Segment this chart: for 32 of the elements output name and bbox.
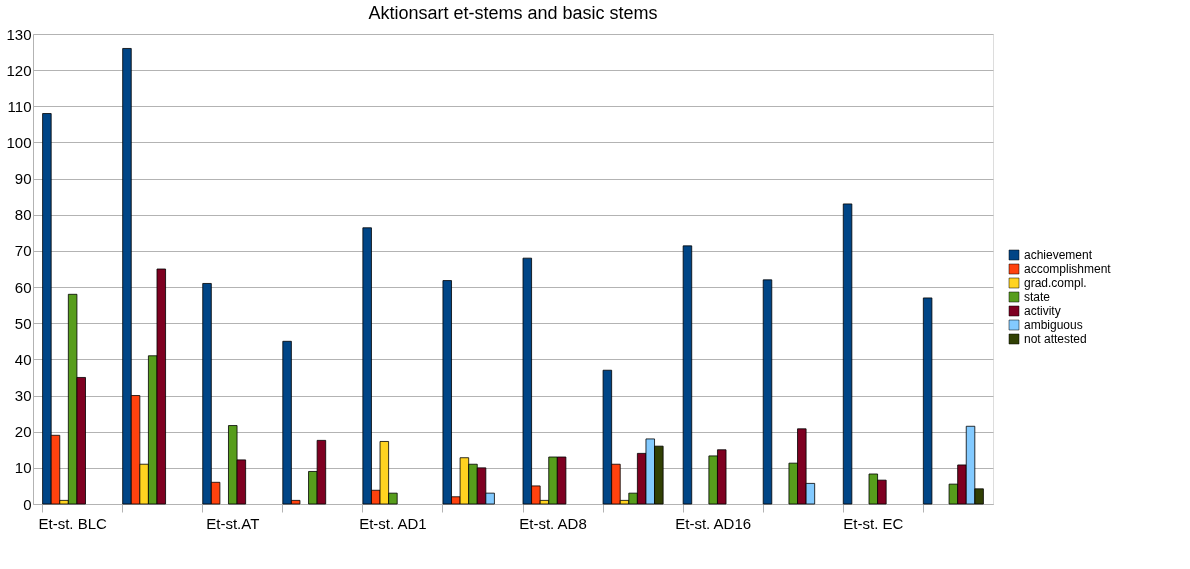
x-tick-label: Et-st. AD16 — [675, 514, 752, 532]
legend-label: state — [1024, 290, 1051, 304]
bar — [762, 279, 773, 505]
y-tick-label: 40 — [14, 350, 32, 368]
legend-label: achievement — [1024, 248, 1093, 262]
y-tick-label: 10 — [14, 459, 32, 477]
x-tick-label: Et-st. AD8 — [519, 514, 587, 532]
y-tick-label: 70 — [14, 242, 32, 260]
bar — [682, 245, 693, 505]
legend-label: not attested — [1024, 332, 1087, 346]
x-tick-label: Et-st. EC — [843, 514, 904, 532]
x-tick-label: Et-st. BLC — [38, 514, 107, 532]
x-tick-label: Et-st.AT — [206, 514, 260, 532]
y-tick-label: 30 — [14, 387, 32, 405]
bar — [922, 297, 933, 505]
legend-label: grad.compl. — [1024, 276, 1087, 290]
legend-label: accomplishment — [1024, 262, 1112, 276]
legend-label: activity — [1024, 304, 1061, 318]
y-tick-label: 50 — [14, 314, 32, 332]
bar — [842, 203, 853, 505]
y-tick-label: 20 — [14, 423, 32, 441]
y-tick-label: 110 — [7, 97, 32, 115]
y-tick-label: 130 — [6, 25, 32, 43]
chart-title: Aktionsart et-stems and basic stems — [368, 3, 658, 23]
legend-label: ambiguous — [1024, 318, 1083, 332]
y-tick-label: 60 — [14, 278, 32, 296]
y-tick-label: 100 — [6, 133, 32, 151]
x-tick-label: Et-st. AD1 — [359, 514, 427, 532]
y-tick-label: 90 — [14, 170, 32, 188]
y-tick-label: 120 — [6, 61, 32, 79]
y-tick-label: 80 — [14, 206, 32, 224]
y-tick-label: 0 — [23, 495, 32, 513]
